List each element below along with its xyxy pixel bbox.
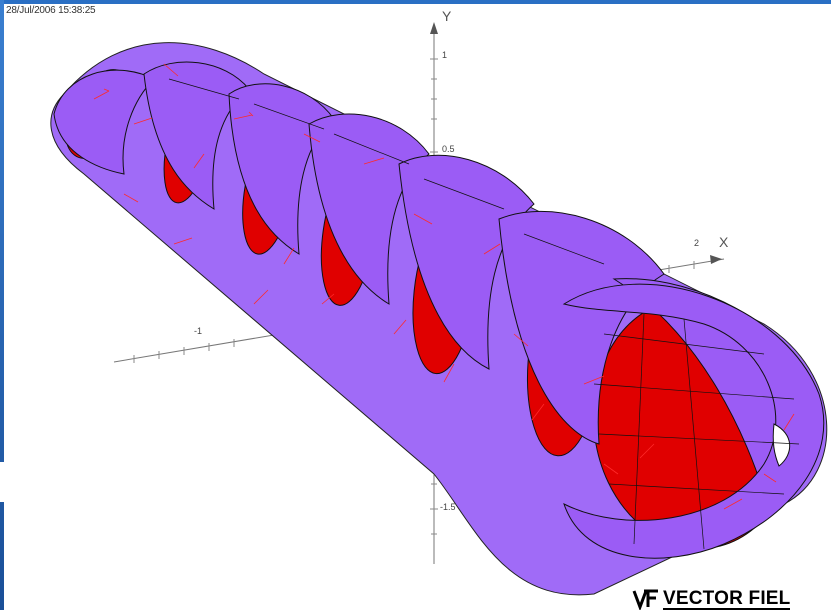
y-axis-arrow — [430, 22, 438, 34]
x-tick-neg-1: -1 — [194, 326, 203, 336]
left-edge-highlight — [0, 462, 4, 502]
x-tick-2: 2 — [694, 238, 700, 248]
window-frame-top — [0, 0, 831, 4]
timestamp-label: 28/Jul/2006 15:38:25 — [6, 5, 96, 16]
vf-logo-icon — [632, 589, 658, 610]
brand-logo: VECTOR FIEL — [632, 588, 791, 610]
brand-text: VECTOR FIEL — [663, 588, 791, 610]
y-tick-neg-1-5: -1.5 — [440, 502, 456, 512]
vector-field-lines — [93, 63, 795, 510]
y-tick-1: 1 — [442, 50, 448, 60]
window-frame-left — [0, 0, 4, 610]
3d-helix-scene — [50, 22, 828, 596]
x-axis-arrow — [710, 255, 722, 264]
y-axis-label: Y — [442, 8, 452, 24]
helix-surface — [50, 42, 828, 596]
x-axis-label: X — [719, 234, 729, 250]
plot-viewport[interactable]: 28/Jul/2006 15:38:25 Y X 1 0.5 -1.5 2 -1… — [4, 4, 831, 610]
y-tick-0-5: 0.5 — [442, 144, 455, 154]
